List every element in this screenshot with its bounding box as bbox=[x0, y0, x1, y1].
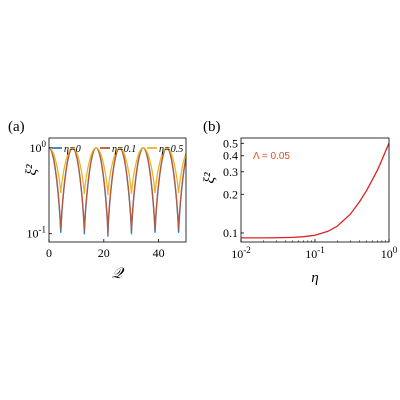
panel-b-xlabel: η bbox=[311, 270, 318, 286]
panel-a-ytick-label-0: 10-1 bbox=[27, 225, 47, 241]
panel-a-plot-area bbox=[49, 147, 186, 237]
panel-b-ytick-label-1: 0.2 bbox=[223, 187, 238, 201]
panel-a-ytick-label-1: 100 bbox=[30, 139, 47, 155]
panel-a-xtick-label-1: 20 bbox=[98, 246, 110, 260]
panel-a-legend: η=0 η=0.1 η=0.5 bbox=[52, 144, 183, 155]
legend-label-1: η=0.1 bbox=[112, 144, 136, 155]
panel-a: (a) ξ² 0 20 40 10-1 100 η=0 η=0.1 η=0.5 𝒬 bbox=[8, 119, 187, 282]
panel-b-xtick-label-2: 100 bbox=[381, 245, 398, 261]
panel-a-xtick-label-2: 40 bbox=[153, 246, 165, 260]
panel-b-label: (b) bbox=[203, 119, 221, 135]
panel-b-ytick-label-3: 0.4 bbox=[223, 149, 238, 163]
legend-label-2: η=0.5 bbox=[159, 144, 183, 155]
panel-b-ytick-label-4: 0.5 bbox=[223, 136, 238, 150]
panel-a-axes-frame bbox=[48, 137, 187, 243]
panel-b-ytick-label-2: 0.3 bbox=[223, 165, 238, 179]
panel-b: (b) ξ² 10-2 10-1 100 0.1 0.2 0.3 0.40.5 Λ = 0.… bbox=[202, 119, 398, 286]
panel-a-xtick-label-0: 0 bbox=[46, 246, 52, 260]
panel-b-xtick-label-1: 10-1 bbox=[305, 245, 325, 261]
panel-b-plot-area bbox=[241, 143, 390, 239]
panel-b-annotation: Λ = 0.05 bbox=[253, 151, 290, 162]
panel-a-ylabel: ξ² bbox=[24, 164, 40, 175]
panel-a-series-line-1 bbox=[49, 147, 186, 233]
panel-b-ticks: 10-2 10-1 100 0.1 0.2 0.3 0.40.5 bbox=[223, 136, 398, 261]
panel-a-label: (a) bbox=[8, 119, 25, 135]
panel-b-xtick-label-0: 10-2 bbox=[231, 245, 251, 261]
panel-a-ticks: 0 20 40 10-1 100 bbox=[27, 139, 165, 260]
panel-a-series-line-2 bbox=[49, 147, 186, 196]
panel-b-series-line bbox=[241, 143, 390, 239]
panel-b-ytick-label-0: 0.1 bbox=[223, 226, 238, 240]
legend-label-0: η=0 bbox=[64, 144, 81, 155]
panel-a-series-line-0 bbox=[49, 147, 186, 237]
panel-a-xlabel: 𝒬 bbox=[112, 266, 125, 282]
panel-b-ylabel: ξ² bbox=[202, 172, 218, 183]
